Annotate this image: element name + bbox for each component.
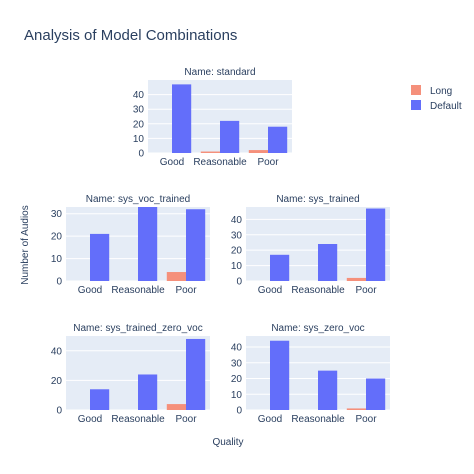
- legend-swatch-default: [411, 100, 421, 110]
- bar-default-good[interactable]: [90, 233, 110, 281]
- bar-long-poor[interactable]: [248, 150, 268, 153]
- bar-long-poor[interactable]: [166, 272, 186, 281]
- x-tick-label: Poor: [175, 414, 197, 425]
- subplot-title: Name: standard: [184, 67, 255, 78]
- y-tick-label: 0: [236, 277, 242, 288]
- x-tick-label: Reasonable: [111, 414, 165, 425]
- bar-default-poor[interactable]: [366, 378, 386, 410]
- y-tick-label: 30: [133, 105, 145, 116]
- x-tick-label: Reasonable: [291, 414, 345, 425]
- y-tick-label: 40: [133, 90, 145, 101]
- bar-default-good[interactable]: [270, 254, 290, 281]
- y-tick-label: 20: [51, 232, 63, 243]
- y-tick-label: 20: [133, 119, 145, 130]
- bar-default-good[interactable]: [270, 340, 290, 410]
- bar-default-reasonable[interactable]: [318, 370, 338, 410]
- bar-default-poor[interactable]: [366, 208, 386, 281]
- subplots: 0 10 20 30 40 Name: standard Good Reasonable Poo…: [51, 67, 390, 425]
- bar-default-good[interactable]: [90, 389, 110, 410]
- legend[interactable]: Long Default: [411, 85, 462, 112]
- y-tick-label: 40: [231, 343, 243, 354]
- subplot-title: Name: sys_trained_zero_voc: [73, 323, 203, 334]
- x-tick-label: Reasonable: [291, 285, 345, 296]
- bar-long-poor[interactable]: [346, 277, 366, 281]
- x-tick-label: Poor: [257, 157, 279, 168]
- y-tick-label: 10: [133, 134, 145, 145]
- y-tick-label: 10: [231, 261, 243, 272]
- legend-label-long: Long: [430, 86, 452, 97]
- bar-long-poor[interactable]: [166, 404, 186, 410]
- subplot-0: 0 10 20 30 40 Name: standard Good Reasonable Poo…: [133, 67, 292, 168]
- legend-label-default: Default: [430, 101, 462, 112]
- y-tick-label: 20: [231, 374, 243, 385]
- x-tick-label: Good: [160, 157, 184, 168]
- bar-long-reasonable[interactable]: [200, 151, 220, 153]
- y-tick-label: 0: [138, 149, 144, 160]
- subplot-2: 0 10 20 30 40 Name: sys_trained Good Reasonable…: [231, 194, 390, 296]
- subplot-1: 0 10 20 30 Name: sys_voc_trained Good Reasonab…: [51, 194, 210, 296]
- subplot-title: Name: sys_trained: [276, 194, 359, 205]
- x-tick-label: Poor: [355, 414, 377, 425]
- x-axis-label: Quality: [212, 437, 243, 448]
- subplot-4: 0 10 20 30 40 Name: sys_zero_voc Good Reasonabl…: [231, 323, 390, 425]
- bar-default-poor[interactable]: [186, 209, 206, 281]
- bar-default-reasonable[interactable]: [138, 374, 158, 410]
- bar-default-reasonable[interactable]: [138, 207, 158, 281]
- bar-default-poor[interactable]: [186, 338, 206, 410]
- y-tick-label: 0: [236, 406, 242, 417]
- y-tick-label: 10: [51, 254, 63, 265]
- x-tick-label: Poor: [175, 285, 197, 296]
- legend-item-default[interactable]: Default: [411, 100, 462, 112]
- x-tick-label: Good: [78, 285, 102, 296]
- legend-swatch-long: [411, 85, 421, 95]
- y-tick-label: 10: [231, 390, 243, 401]
- y-tick-label: 40: [231, 215, 243, 226]
- bar-default-good[interactable]: [172, 84, 192, 153]
- bar-default-reasonable[interactable]: [318, 244, 338, 281]
- x-tick-label: Reasonable: [111, 285, 165, 296]
- x-tick-label: Good: [78, 414, 102, 425]
- x-tick-label: Good: [258, 414, 282, 425]
- x-tick-label: Good: [258, 285, 282, 296]
- subplot-title: Name: sys_voc_trained: [86, 194, 191, 205]
- x-tick-label: Reasonable: [193, 157, 247, 168]
- y-tick-label: 0: [56, 277, 62, 288]
- y-tick-label: 30: [231, 230, 243, 241]
- subplot-3: 0 20 40 Name: sys_trained_zero_voc Good Reaso…: [51, 323, 210, 425]
- y-tick-label: 30: [231, 358, 243, 369]
- y-tick-label: 30: [51, 209, 63, 220]
- y-tick-label: 0: [56, 406, 62, 417]
- legend-item-long[interactable]: Long: [411, 85, 452, 97]
- subplot-title: Name: sys_zero_voc: [271, 323, 364, 334]
- x-tick-label: Poor: [355, 285, 377, 296]
- y-axis-label: Number of Audios: [20, 205, 31, 285]
- bar-long-poor[interactable]: [346, 408, 366, 410]
- y-tick-label: 20: [231, 246, 243, 257]
- bar-default-reasonable[interactable]: [220, 120, 240, 153]
- figure-title: Analysis of Model Combinations: [24, 27, 237, 44]
- y-tick-label: 20: [51, 376, 63, 387]
- bar-default-poor[interactable]: [268, 126, 288, 153]
- y-tick-label: 40: [51, 346, 63, 357]
